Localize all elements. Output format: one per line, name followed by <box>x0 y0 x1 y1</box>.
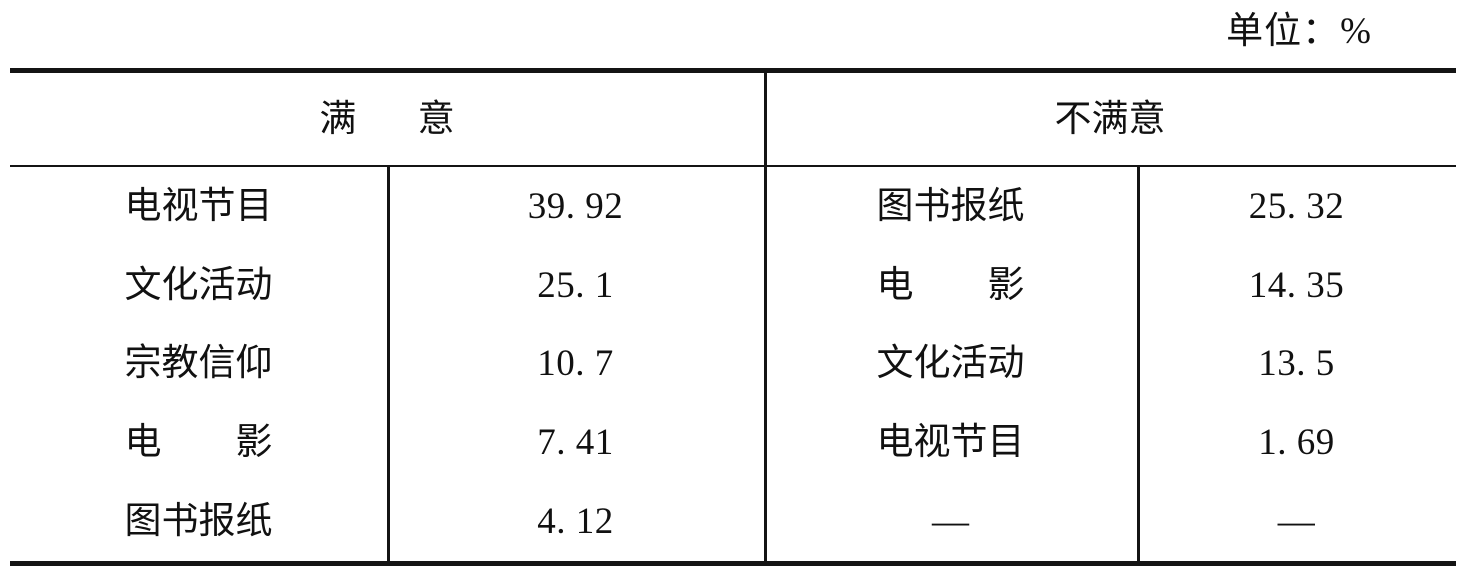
divider-unsatisfied-label-value <box>1137 167 1140 561</box>
unsatisfied-label-cell: 电 影 <box>876 264 1025 306</box>
statistics-table: 满 意 不满意 电视节目 39. 92 图书报纸 25. 32 文化活动 25.… <box>10 68 1456 566</box>
unit-caption: 单位：% <box>1226 11 1372 52</box>
column-group-header-unsatisfied-label: 不满意 <box>1054 98 1166 140</box>
unsatisfied-value-cell: 25. 32 <box>1248 185 1345 227</box>
satisfied-value-cell: 4. 12 <box>537 501 614 543</box>
table-row: 电 影 7. 41 电视节目 1. 69 <box>10 403 1456 482</box>
table-top-rule <box>10 68 1456 73</box>
unsatisfied-value-cell: — <box>1277 501 1316 543</box>
satisfied-label-cell: 图书报纸 <box>124 501 273 543</box>
column-group-header-satisfied-label: 满 意 <box>319 98 481 140</box>
divider-center-groups <box>764 73 767 561</box>
satisfied-value-cell: 7. 41 <box>537 422 614 464</box>
table-row: 电视节目 39. 92 图书报纸 25. 32 <box>10 167 1456 246</box>
satisfied-value-cell: 10. 7 <box>537 343 614 385</box>
satisfied-label-cell: 电视节目 <box>124 185 273 227</box>
satisfied-label-cell: 宗教信仰 <box>124 343 273 385</box>
table-header-separator-rule <box>10 165 1456 167</box>
table-row: 图书报纸 4. 12 — — <box>10 482 1456 561</box>
satisfied-value-cell: 25. 1 <box>537 264 614 306</box>
table-row: 宗教信仰 10. 7 文化活动 13. 5 <box>10 325 1456 404</box>
unsatisfied-label-cell: — <box>932 501 969 543</box>
table-bottom-rule <box>10 561 1456 566</box>
unsatisfied-value-cell: 14. 35 <box>1248 264 1345 306</box>
unsatisfied-value-cell: 1. 69 <box>1258 422 1335 464</box>
column-group-header-satisfied: 满 意 <box>10 73 764 165</box>
unsatisfied-label-cell: 电视节目 <box>876 422 1025 464</box>
satisfied-label-cell: 电 影 <box>124 422 273 464</box>
divider-satisfied-label-value <box>387 167 390 561</box>
column-group-header-unsatisfied: 不满意 <box>764 73 1456 165</box>
satisfied-value-cell: 39. 92 <box>527 185 624 227</box>
unsatisfied-value-cell: 13. 5 <box>1258 343 1335 385</box>
table-header-row: 满 意 不满意 <box>10 73 1456 165</box>
unsatisfied-label-cell: 图书报纸 <box>876 185 1025 227</box>
unsatisfied-label-cell: 文化活动 <box>876 343 1025 385</box>
table-body: 电视节目 39. 92 图书报纸 25. 32 文化活动 25. 1 电 影 1… <box>10 73 1456 561</box>
satisfied-label-cell: 文化活动 <box>124 264 273 306</box>
table-row: 文化活动 25. 1 电 影 14. 35 <box>10 246 1456 325</box>
